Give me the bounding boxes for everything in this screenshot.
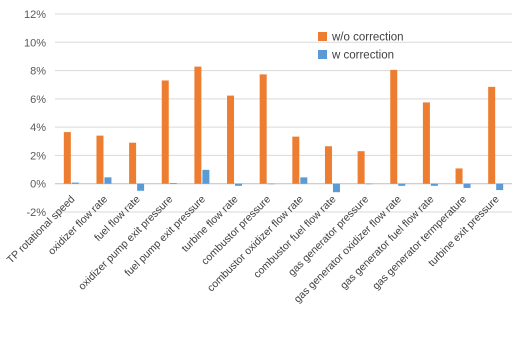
bars — [63, 66, 504, 193]
bar-without-correction — [455, 168, 463, 184]
legend-swatch — [318, 32, 327, 41]
gridlines — [55, 13, 512, 213]
y-tick-label: 4% — [30, 122, 46, 134]
legend-label: w/o correction — [331, 32, 404, 44]
y-tick-label: 12% — [24, 9, 46, 21]
bar-with-correction — [202, 169, 210, 184]
bar-with-correction — [169, 183, 177, 184]
bar-without-correction — [324, 146, 332, 184]
y-tick-label: 8% — [30, 66, 46, 78]
bar-without-correction — [161, 80, 169, 184]
bar-with-correction — [365, 183, 373, 185]
bar-without-correction — [194, 66, 202, 184]
bar-without-correction — [488, 86, 496, 184]
bar-with-correction — [496, 183, 504, 191]
legend-swatch — [318, 50, 327, 59]
y-tick-label: 2% — [30, 150, 46, 162]
legend-label: w correction — [331, 50, 394, 62]
bar-with-correction — [463, 183, 471, 188]
x-category-label: oxidizer flow rate — [46, 193, 110, 257]
bar-with-correction — [235, 183, 243, 186]
bar-with-correction — [267, 183, 275, 185]
bar-without-correction — [422, 102, 430, 184]
bar-without-correction — [390, 69, 398, 184]
bar-with-correction — [137, 183, 145, 191]
bar-without-correction — [63, 132, 71, 184]
legend: w/o correction w correction — [318, 32, 404, 62]
bar-without-correction — [227, 95, 235, 184]
bar-with-correction — [430, 183, 438, 186]
bar-without-correction — [259, 74, 267, 184]
y-axis: -2% 0% 2% 4% 6% 8% 10% 12% — [24, 9, 46, 219]
bar-with-correction — [104, 177, 112, 184]
y-tick-label: 0% — [30, 179, 46, 191]
y-tick-label: -2% — [26, 207, 46, 219]
y-tick-label: 6% — [30, 94, 46, 106]
bar-without-correction — [96, 135, 104, 184]
bar-without-correction — [129, 142, 137, 184]
bar-without-correction — [292, 136, 300, 184]
x-category-label: turbine flow rate — [179, 193, 240, 254]
y-tick-label: 10% — [24, 37, 46, 49]
bar-without-correction — [357, 151, 365, 184]
bar-with-correction — [300, 177, 308, 184]
bar-with-correction — [398, 183, 406, 186]
bar-with-correction — [332, 183, 340, 193]
bar-with-correction — [71, 182, 79, 184]
